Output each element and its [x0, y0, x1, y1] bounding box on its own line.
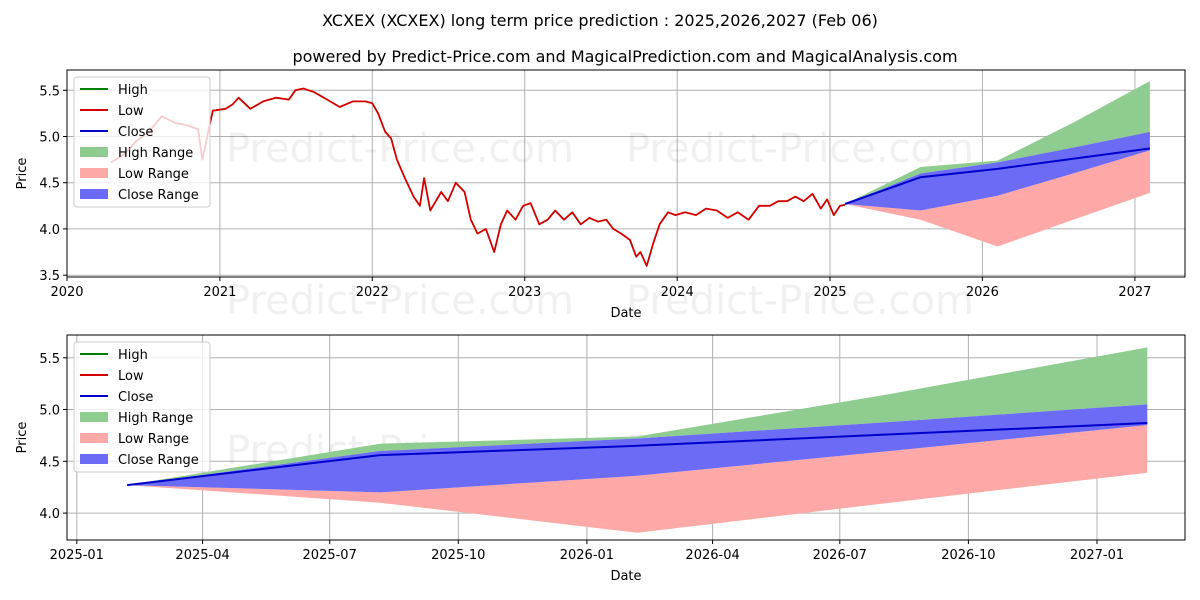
legend-label: Close	[118, 390, 153, 405]
plot-frame	[66, 69, 1186, 278]
x-tick-label: 2021	[203, 285, 236, 300]
legend-swatch-high-range	[80, 412, 108, 422]
y-axis-label: Price	[15, 158, 30, 190]
legend-label: Low	[118, 104, 144, 119]
watermark-text: Predict-Price.com	[226, 278, 574, 324]
close-range-band	[845, 131, 1150, 211]
low-range-band	[127, 425, 1148, 533]
close-prediction-line	[844, 147, 1151, 205]
y-axis-label: Price	[15, 422, 30, 454]
x-tick-label: 2025-07	[303, 548, 357, 563]
plot-frame	[66, 334, 1186, 541]
legend-label: Low Range	[118, 167, 189, 182]
low-price-series-line	[110, 87, 846, 267]
x-axis-label: Date	[610, 306, 641, 321]
watermark-text: Predict-Price.com	[226, 126, 574, 172]
legend-label: Close Range	[118, 188, 199, 203]
x-tick-label: 2020	[50, 285, 83, 300]
legend-label: High	[118, 348, 148, 363]
chart-subtitle: powered by Predict-Price.com and Magical…	[292, 47, 957, 66]
x-tick-label: 2026	[966, 285, 999, 300]
legend-swatch-low-range	[80, 168, 108, 178]
legend-label: High	[118, 83, 148, 98]
x-axis-label: Date	[610, 569, 641, 584]
legend: High Low Close High Range Low Range Close Ran…	[73, 341, 211, 473]
x-tick-label: 2025-01	[50, 548, 104, 563]
x-tick-label: 2027	[1118, 285, 1151, 300]
y-tick-label: 3.5	[39, 269, 60, 284]
y-tick-label: 5.0	[39, 404, 60, 419]
x-tick-label: 2025	[813, 285, 846, 300]
y-tick-label: 5.5	[39, 352, 60, 367]
y-tick-label: 4.0	[39, 507, 60, 522]
legend-swatch-close-range	[80, 189, 108, 199]
legend-label: Close Range	[118, 453, 199, 468]
x-tick-label: 2024	[661, 285, 694, 300]
high-range-band	[845, 81, 1150, 204]
watermark-text: Predict-Price.com	[626, 126, 974, 172]
x-tick-label: 2027-01	[1070, 548, 1124, 563]
close-range-band	[127, 404, 1148, 493]
close-prediction-line	[126, 422, 1148, 487]
x-tick-label: 2025-10	[431, 548, 485, 563]
legend-label: High Range	[118, 146, 193, 161]
legend-swatch-close-range	[80, 454, 108, 464]
legend-swatch-high-range	[80, 147, 108, 157]
high-range-band	[127, 347, 1148, 486]
legend-label: High Range	[118, 411, 193, 426]
legend-label: Low Range	[118, 432, 189, 447]
x-tick-label: 2023	[508, 285, 541, 300]
x-tick-label: 2026-10	[941, 548, 995, 563]
y-tick-label: 4.5	[39, 455, 60, 470]
x-tick-label: 2022	[356, 285, 389, 300]
legend: High Low Close High Range Low Range Close Ran…	[73, 76, 211, 208]
y-tick-label: 5.0	[39, 131, 60, 146]
watermark-text: Predict-Price.com	[626, 278, 974, 324]
y-tick-label: 4.5	[39, 177, 60, 192]
legend-label: Close	[118, 125, 153, 140]
prediction-zoom-panel: 2025-01 2025-04 2025-07 2025-10 2026-01 2026-…	[15, 334, 1186, 584]
x-tick-label: 2026-07	[813, 548, 867, 563]
chart-title: XCXEX (XCXEX) long term price prediction…	[322, 11, 878, 30]
x-tick-label: 2026-01	[560, 548, 614, 563]
low-range-band	[845, 150, 1150, 247]
y-tick-label: 4.0	[39, 223, 60, 238]
x-tick-label: 2026-04	[685, 548, 739, 563]
legend-swatch-low-range	[80, 433, 108, 443]
y-tick-label: 5.5	[39, 84, 60, 99]
legend-label: Low	[118, 369, 144, 384]
long-term-price-panel: 2020 2021 2022 2023 2024 2025 2026 2027 3.5 4.0 4.…	[15, 69, 1186, 324]
x-tick-label: 2025-04	[175, 548, 229, 563]
